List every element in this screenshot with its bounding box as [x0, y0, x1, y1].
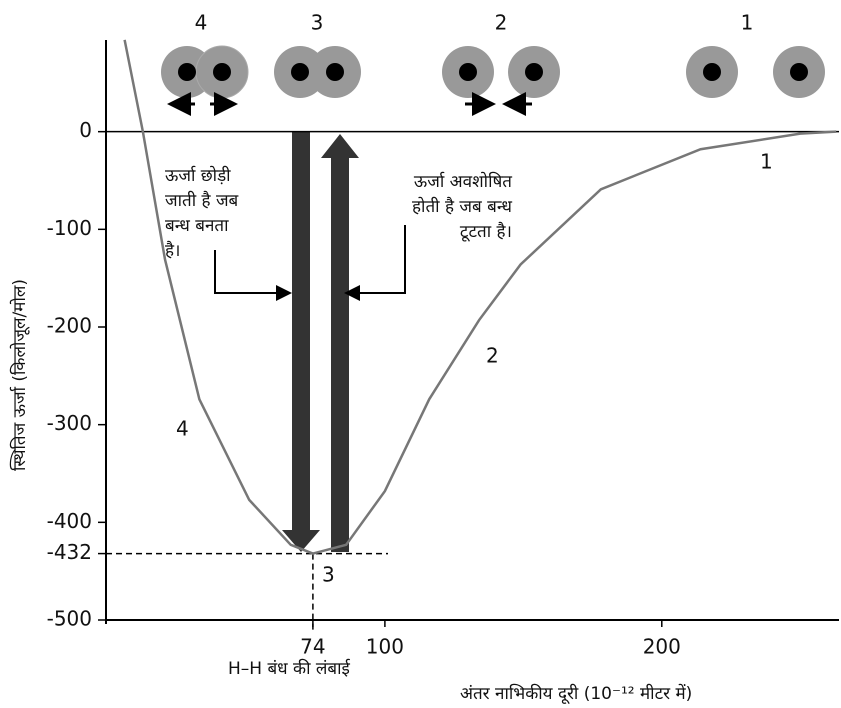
curve-label: 3 [322, 563, 335, 587]
x-tick-label: 200 [643, 635, 681, 659]
y-tick-label: -200 [47, 314, 92, 338]
stage-label: 2 [495, 11, 508, 35]
annotation: है। [165, 240, 180, 261]
annotation: टूटता है। [460, 221, 512, 242]
y-tick-label: -500 [47, 607, 92, 631]
annotation: होती है जब बन्ध [412, 196, 512, 217]
y-axis-label: स्थितिज ऊर्जा (किलोजूल/मोल) [9, 279, 30, 471]
curve-label: 2 [486, 344, 499, 368]
annotation: ऊर्जा छोड़ी [165, 165, 231, 186]
x-axis-label: अंतर नाभिकीय दूरी (10⁻¹² मीटर में) [460, 683, 692, 704]
stage-label: 3 [311, 11, 324, 35]
x-tick-label: 100 [366, 635, 404, 659]
y-tick-label: 0 [79, 118, 92, 142]
atoms [161, 45, 825, 116]
stage-label: 4 [195, 11, 208, 35]
energy-curve [123, 39, 837, 555]
curve-label: 4 [176, 417, 189, 441]
x-tick-label: 74 [300, 635, 325, 659]
bond-length-label: H–H बंध की लंबाई [228, 658, 351, 679]
y-tick-label: -400 [47, 509, 92, 533]
curve-label: 1 [760, 150, 773, 174]
y-tick-label: -100 [47, 216, 92, 240]
stage-label: 1 [741, 11, 754, 35]
annotation: बन्ध बनता [165, 216, 229, 236]
y-tick-label: -432 [47, 540, 92, 564]
annotation: ऊर्जा अवशोषित [414, 171, 512, 192]
annotation: जाती है जब [165, 190, 239, 211]
energy-arrows [214, 132, 406, 552]
y-tick-label: -300 [47, 411, 92, 435]
